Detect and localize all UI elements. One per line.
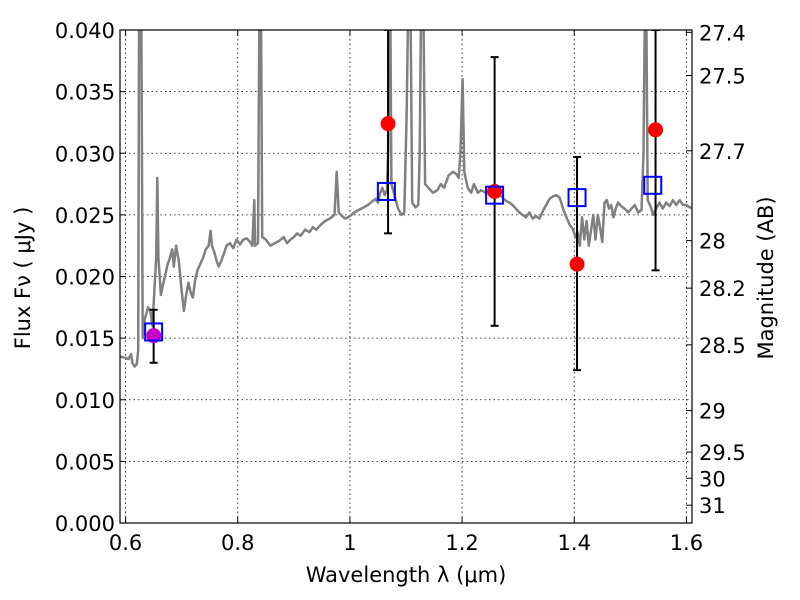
- model-flux-square: [376, 181, 396, 201]
- y-tick-label: 0.000: [55, 512, 115, 536]
- y2-tick-label: 27.7: [699, 140, 746, 164]
- observed-flux-point: [146, 328, 162, 344]
- plot-frame: [119, 29, 693, 524]
- y2-tick-marks: [686, 31, 692, 506]
- y2-axis-label: Magnitude (AB): [754, 196, 778, 359]
- x-tick-label: 0.6: [109, 531, 142, 555]
- y2-tick-label: 28.5: [699, 334, 746, 358]
- observed-flux-point: [380, 116, 396, 132]
- x-tick-marks: [125, 30, 687, 523]
- y2-tick-label: 28: [699, 230, 726, 254]
- observed-flux-point: [648, 122, 664, 138]
- x-tick-label: 1: [343, 531, 356, 555]
- y-tick-label: 0.040: [55, 19, 115, 43]
- y2-tick-label: 29: [699, 400, 726, 424]
- y-tick-marks: [120, 29, 126, 524]
- y-tick-label: 0.035: [55, 81, 115, 105]
- model-flux-square: [485, 185, 505, 205]
- y2-tick-label: 29.5: [699, 441, 746, 465]
- y2-tick-label: 31: [699, 494, 726, 518]
- y-tick-label: 0.010: [55, 389, 115, 413]
- spectrum-line: [120, 30, 692, 368]
- x-tick-label: 1.2: [445, 531, 478, 555]
- x-axis-label: Wavelength λ (μm): [306, 563, 507, 587]
- model-flux-square: [144, 322, 164, 342]
- x-tick-label: 1.4: [558, 531, 591, 555]
- y-tick-label: 0.020: [55, 266, 115, 290]
- y-tick-label: 0.005: [55, 450, 115, 474]
- y2-tick-label: 27.4: [699, 21, 746, 45]
- plot-area: [120, 30, 692, 372]
- model-flux-square: [643, 175, 663, 195]
- y-axis-label: Flux Fν ( μJy ): [11, 207, 35, 350]
- observed-flux-point: [569, 256, 585, 272]
- observed-flux-point: [487, 183, 503, 199]
- y2-tick-label: 27.5: [699, 65, 746, 89]
- x-tick-label: 1.6: [670, 531, 703, 555]
- model-flux-square: [567, 188, 587, 208]
- y2-tick-label: 30: [699, 467, 726, 491]
- y2-tick-label: 28.2: [699, 277, 746, 301]
- y-tick-label: 0.030: [55, 142, 115, 166]
- x-tick-label: 0.8: [221, 531, 254, 555]
- y-tick-label: 0.025: [55, 204, 115, 228]
- y-tick-label: 0.015: [55, 327, 115, 351]
